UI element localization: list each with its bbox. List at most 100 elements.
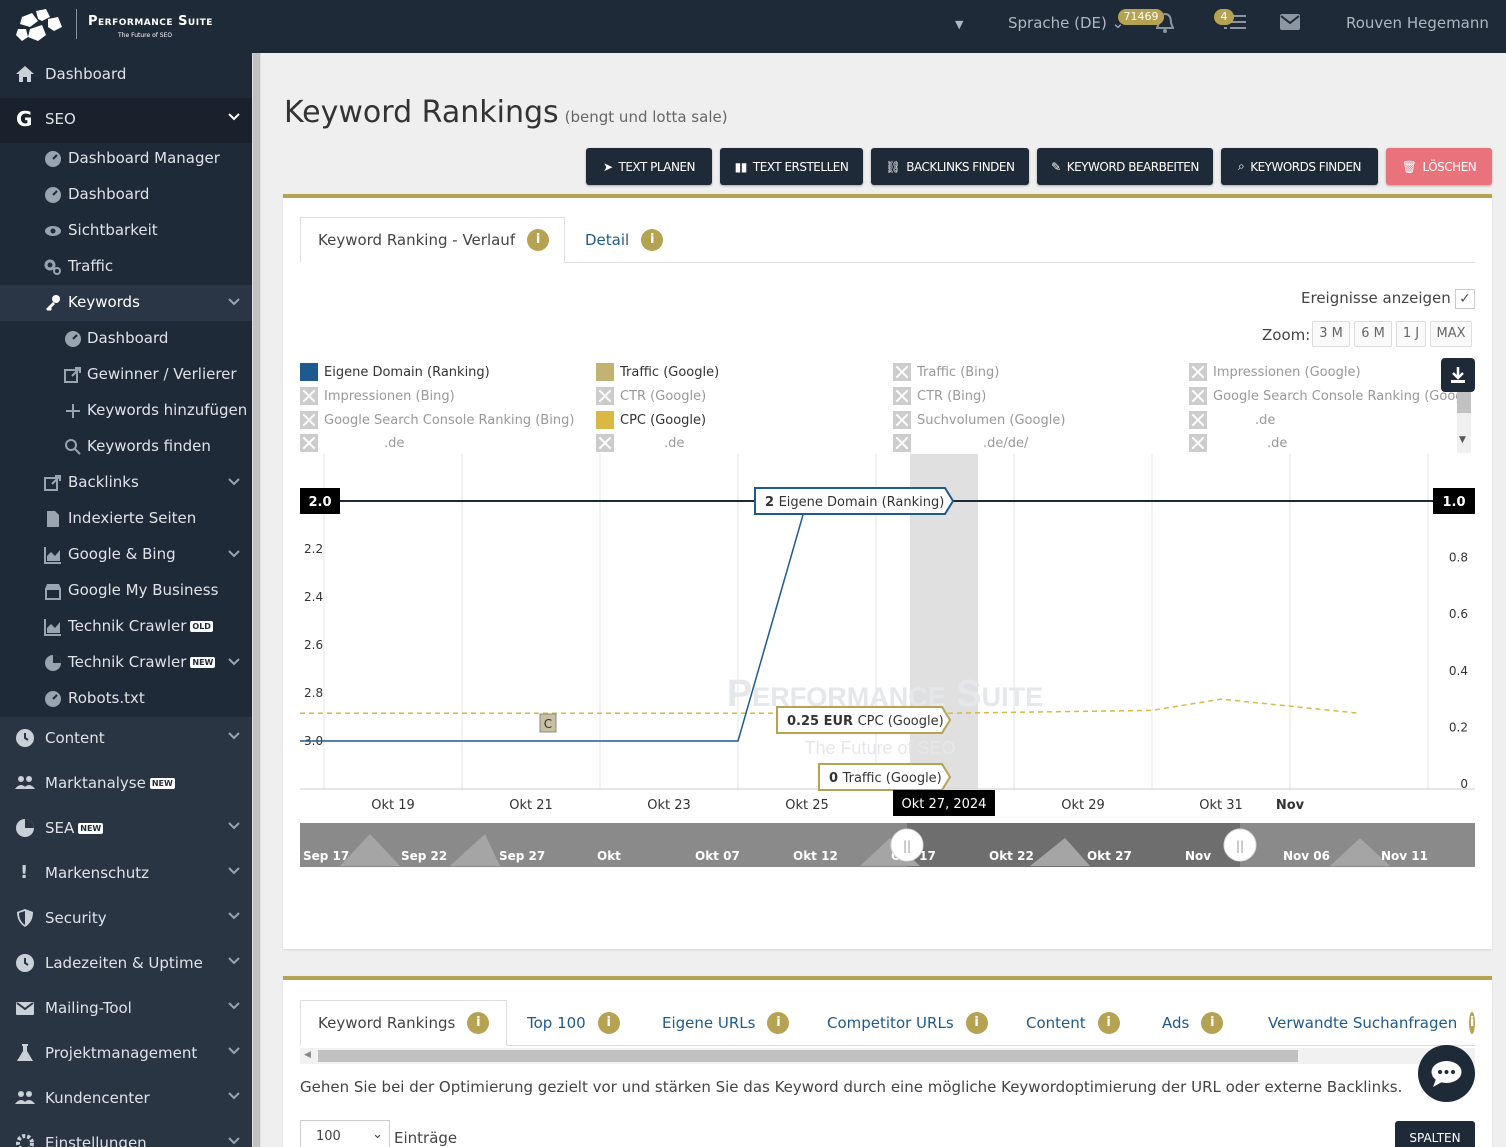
tab-ads[interactable]: Ads i [1162,1000,1224,1046]
sidebar-item-einstellungen[interactable]: Einstellungen [0,1122,252,1147]
sidebar-item-markenschutz[interactable]: ! Markenschutz [0,852,252,897]
tab-content[interactable]: Content i [1026,1000,1120,1046]
zoom-3m-button[interactable]: 3 M [1312,321,1350,347]
sidebar-item-security[interactable]: Security [0,897,252,942]
x-tick-label: Okt 19 [371,798,415,813]
sidebar-item-sichtbarkeit[interactable]: Sichtbarkeit [0,213,252,249]
sidebar-item-kundencenter[interactable]: Kundencenter [0,1077,252,1122]
chevron-down-icon[interactable]: ▼ [955,18,964,31]
scrollbar-thumb[interactable] [253,53,260,1147]
text-planen-button[interactable]: ➤ TEXT PLANEN [586,148,712,185]
tab-eigene-urls[interactable]: Eigene URLs i [662,1000,790,1046]
legend-item[interactable]: CTR (Google) [596,387,706,405]
info-icon[interactable]: i [597,1012,620,1034]
backlinks-finden-button[interactable]: ⛓ BACKLINKS FINDEN [871,148,1029,185]
sidebar-item-gewinner-verlierer[interactable]: Gewinner / Verlierer [0,357,252,393]
info-icon[interactable]: i [527,229,550,251]
legend-item[interactable]: Impressionen (Google) [1189,363,1361,381]
sidebar-item-dashboard[interactable]: Dashboard [0,53,252,98]
events-checkbox[interactable]: ✓ [1455,289,1475,309]
scrollbar-thumb[interactable] [1457,385,1471,413]
sidebar-item-content[interactable]: Content [0,717,252,762]
entries-select[interactable]: 100 ⌄ [300,1120,390,1147]
info-icon[interactable]: i [467,1012,490,1034]
sidebar-item-technik-crawler-old[interactable]: Technik Crawler OLD [0,609,252,645]
page-title-text: Keyword Rankings [284,95,559,130]
info-icon[interactable]: i [641,229,664,251]
sidebar-item-kw-dashboard[interactable]: Dashboard [0,321,252,357]
language-selector[interactable]: Sprache (DE) ⌄ [1008,14,1124,32]
envelope-icon[interactable] [1280,14,1300,30]
tab-competitor-urls[interactable]: Competitor URLs i [827,1000,988,1046]
sidebar-item-google-bing[interactable]: Google & Bing [0,537,252,573]
legend-item[interactable]: .de [1189,411,1275,429]
disabled-icon [893,387,911,405]
sidebar-item-sea[interactable]: SEA NEW [0,807,252,852]
sidebar-item-indexierte-seiten[interactable]: Indexierte Seiten [0,501,252,537]
chat-button[interactable] [1418,1045,1475,1102]
legend-scrollbar[interactable]: ▼ [1457,385,1471,453]
hover-date-label: Okt 27, 2024 [902,797,987,812]
zoom-max-button[interactable]: MAX [1430,321,1472,347]
store-icon [45,584,61,600]
keywords-finden-button[interactable]: ⌕ KEYWORDS FINDEN [1221,148,1378,185]
legend-item[interactable]: .de [1189,434,1287,452]
legend-item[interactable]: Eigene Domain (Ranking) [300,363,490,381]
x-tick-label: Okt 21 [509,798,553,813]
tab-verwandte-suchanfragen[interactable]: Verwandte Suchanfragen i [1268,1000,1475,1046]
tab-top-100[interactable]: Top 100 i [527,1000,620,1046]
chevron-down-icon [228,1137,240,1145]
sidebar-item-keywords[interactable]: Keywords [0,285,252,321]
sidebar-item-keywords-finden[interactable]: Keywords finden [0,429,252,465]
sidebar-item-google-my-business[interactable]: Google My Business [0,573,252,609]
tabs-scrollbar[interactable]: ◀ [300,1048,1475,1064]
sidebar-label: Einstellungen [45,1134,147,1147]
sidebar-item-mailing-tool[interactable]: Mailing-Tool [0,987,252,1032]
legend-item[interactable]: .de [300,434,404,452]
sidebar-item-dashboard-manager[interactable]: Dashboard Manager [0,141,252,177]
info-icon[interactable]: i [965,1012,988,1034]
sidebar-item-traffic[interactable]: Traffic [0,249,252,285]
sidebar-item-projektmanagement[interactable]: Projektmanagement [0,1032,252,1077]
legend-item[interactable]: CTR (Bing) [893,387,986,405]
sidebar-item-ladezeiten[interactable]: Ladezeiten & Uptime [0,942,252,987]
keyword-bearbeiten-button[interactable]: ✎ KEYWORD BEARBEITEN [1037,148,1213,185]
tab-detail[interactable]: Detail i [585,217,685,263]
legend-item[interactable]: CPC (Google) [596,411,706,429]
scrollbar-thumb[interactable] [318,1050,1298,1062]
legend-label: Impressionen (Google) [1213,364,1361,380]
sidebar-item-marktanalyse[interactable]: Marktanalyse NEW [0,762,252,807]
sidebar-item-backlinks[interactable]: Backlinks [0,465,252,501]
legend-item[interactable]: Traffic (Google) [596,363,719,381]
user-menu[interactable]: Rouven Hegemann [1346,14,1489,32]
info-icon[interactable]: i [767,1012,790,1034]
sidebar-label: Technik Crawler OLD [68,617,213,635]
sidebar-item-seo-dashboard[interactable]: Dashboard [0,177,252,213]
legend-item[interactable]: Google Search Console Ranking (Googl [1189,387,1467,405]
sidebar-item-seo[interactable]: G SEO [0,98,252,143]
columns-button[interactable]: SPALTEN [1395,1121,1475,1147]
app-logo[interactable]: Performance Suite The Future of SEO [14,5,264,47]
info-icon[interactable]: i [1469,1012,1475,1034]
tab-keyword-ranking-verlauf[interactable]: Keyword Ranking - Verlauf i [300,217,565,263]
zoom-1j-button[interactable]: 1 J [1396,321,1426,347]
text-erstellen-button[interactable]: ▮▮ TEXT ERSTELLEN [720,148,863,185]
zoom-6m-button[interactable]: 6 M [1354,321,1392,347]
sidebar-item-keywords-hinzufuegen[interactable]: Keywords hinzufügen [0,393,252,429]
tab-keyword-rankings[interactable]: Keyword Rankings i [300,1000,507,1046]
sidebar-label: Content [45,729,105,747]
legend-item[interactable]: Impressionen (Bing) [300,387,455,405]
sidebar-scrollbar[interactable] [252,53,261,1147]
loeschen-button[interactable]: 🗑 LÖSCHEN [1386,148,1492,185]
legend-item[interactable]: Suchvolumen (Google) [893,411,1065,429]
legend-item[interactable]: .de [596,434,684,452]
info-icon[interactable]: i [1097,1012,1120,1034]
sidebar-item-robots[interactable]: Robots.txt [0,681,252,717]
legend-item[interactable]: .de/de/ [893,434,1028,452]
sidebar-item-technik-crawler-new[interactable]: Technik Crawler NEW [0,645,252,681]
legend-item[interactable]: Traffic (Bing) [893,363,999,381]
download-button[interactable] [1441,358,1475,392]
info-icon[interactable]: i [1201,1012,1224,1034]
legend-item[interactable]: Google Search Console Ranking (Bing) [300,411,574,429]
